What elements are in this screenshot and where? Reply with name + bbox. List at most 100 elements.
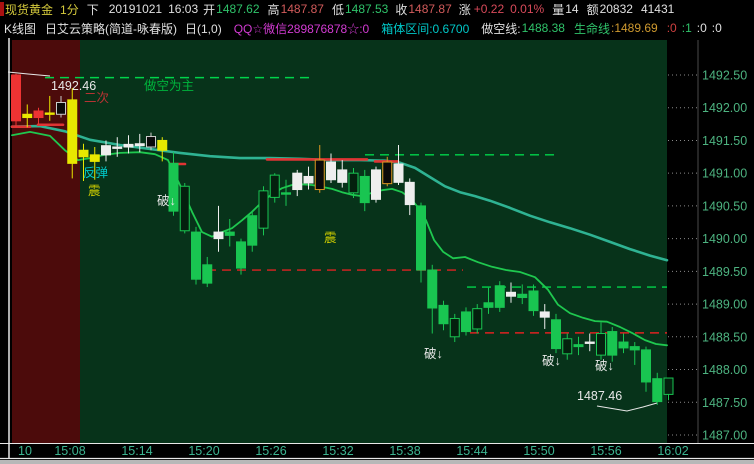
- candle[interactable]: [573, 336, 584, 356]
- candle-body: [416, 205, 426, 271]
- candle-body: [337, 169, 348, 183]
- candle-body: [449, 317, 460, 338]
- chart-annotation: 做空为主: [144, 78, 194, 93]
- tab-kline[interactable]: K线图: [4, 21, 37, 36]
- candle[interactable]: [146, 132, 156, 151]
- candle[interactable]: [101, 140, 111, 162]
- candle[interactable]: [382, 156, 393, 187]
- candle[interactable]: [449, 313, 460, 343]
- candle-body: [382, 161, 393, 185]
- candle[interactable]: [56, 95, 66, 118]
- candle[interactable]: [618, 333, 629, 354]
- candle[interactable]: [44, 95, 55, 121]
- candle[interactable]: [663, 377, 674, 401]
- candle-body: [213, 231, 224, 240]
- candle[interactable]: [506, 282, 516, 303]
- candle[interactable]: [67, 88, 78, 179]
- time-axis-label: 15:32: [322, 444, 353, 458]
- candle[interactable]: [326, 153, 336, 183]
- candle[interactable]: [607, 326, 618, 362]
- candle[interactable]: [416, 202, 426, 283]
- candle[interactable]: [168, 152, 179, 216]
- price-axis-label: 1490.50: [702, 199, 747, 213]
- candle[interactable]: [348, 167, 359, 199]
- change-label: 涨: [458, 2, 471, 17]
- candle-body: [224, 231, 235, 236]
- candle[interactable]: [371, 166, 381, 203]
- candle[interactable]: [472, 304, 483, 334]
- candle-body: [641, 349, 651, 383]
- candle[interactable]: [438, 300, 449, 331]
- candle[interactable]: [247, 211, 258, 252]
- position-value: 41431: [640, 2, 675, 16]
- candle[interactable]: [427, 264, 438, 334]
- candle-body: [292, 172, 303, 191]
- candle[interactable]: [281, 179, 291, 206]
- life-line-label: 生命线: [573, 21, 610, 36]
- window-corner-block: [0, 2, 4, 16]
- candle-body: [281, 192, 291, 195]
- candle[interactable]: [213, 205, 224, 252]
- candle[interactable]: [517, 284, 528, 305]
- time-label: 16:03: [168, 2, 199, 16]
- candle[interactable]: [292, 169, 303, 197]
- candle[interactable]: [179, 182, 190, 234]
- chart-background: [80, 40, 667, 443]
- candle[interactable]: [269, 173, 280, 203]
- chart-annotation: 1492.46: [51, 79, 96, 93]
- candle[interactable]: [562, 333, 573, 360]
- amount-label: 额: [586, 2, 599, 17]
- flag-1: :0: [666, 21, 677, 35]
- price-axis-label: 1492.50: [702, 69, 747, 83]
- strategy-name: 日艾云策略(简道-咏春版): [45, 21, 178, 36]
- volume-label: 量: [552, 2, 565, 17]
- candle[interactable]: [461, 307, 471, 336]
- time-axis-label: 15:50: [523, 444, 554, 458]
- candle-body: [202, 264, 213, 284]
- candle[interactable]: [236, 238, 246, 275]
- close-label: 收: [395, 2, 408, 17]
- candle[interactable]: [134, 133, 145, 153]
- candle-body: [112, 146, 123, 149]
- candle[interactable]: [652, 372, 663, 405]
- ma-line-shortline: [11, 130, 668, 347]
- candle[interactable]: [404, 178, 415, 216]
- close-value: 1487.87: [408, 2, 452, 16]
- candle[interactable]: [258, 186, 269, 236]
- candle[interactable]: [22, 104, 33, 128]
- candle[interactable]: [202, 256, 213, 288]
- time-axis-label: 15:44: [456, 444, 487, 458]
- candle[interactable]: [112, 137, 123, 157]
- candle[interactable]: [303, 166, 314, 190]
- candle[interactable]: [314, 145, 325, 193]
- candle[interactable]: [494, 281, 505, 312]
- candle[interactable]: [89, 146, 100, 180]
- candle-body: [393, 163, 404, 183]
- candle[interactable]: [483, 287, 494, 314]
- candle-body: [78, 149, 89, 158]
- candle[interactable]: [11, 73, 21, 128]
- candle[interactable]: [359, 169, 370, 212]
- candle[interactable]: [33, 107, 44, 125]
- candle[interactable]: [191, 226, 201, 285]
- candle[interactable]: [551, 313, 561, 354]
- window-bottom-edge: [0, 460, 754, 464]
- candle[interactable]: [157, 137, 168, 162]
- candle[interactable]: [584, 333, 595, 352]
- candle[interactable]: [393, 145, 404, 185]
- candle-body: [146, 136, 156, 148]
- candle-body: [539, 311, 550, 318]
- candle[interactable]: [337, 160, 348, 188]
- candle[interactable]: [528, 284, 539, 316]
- candle[interactable]: [78, 143, 89, 182]
- candle[interactable]: [539, 304, 550, 329]
- candle[interactable]: [629, 342, 640, 365]
- candle-body: [461, 311, 471, 333]
- candle-body: [89, 154, 100, 162]
- candle[interactable]: [224, 218, 235, 247]
- candle[interactable]: [641, 346, 651, 392]
- candle[interactable]: [123, 135, 134, 154]
- candle[interactable]: [596, 322, 606, 360]
